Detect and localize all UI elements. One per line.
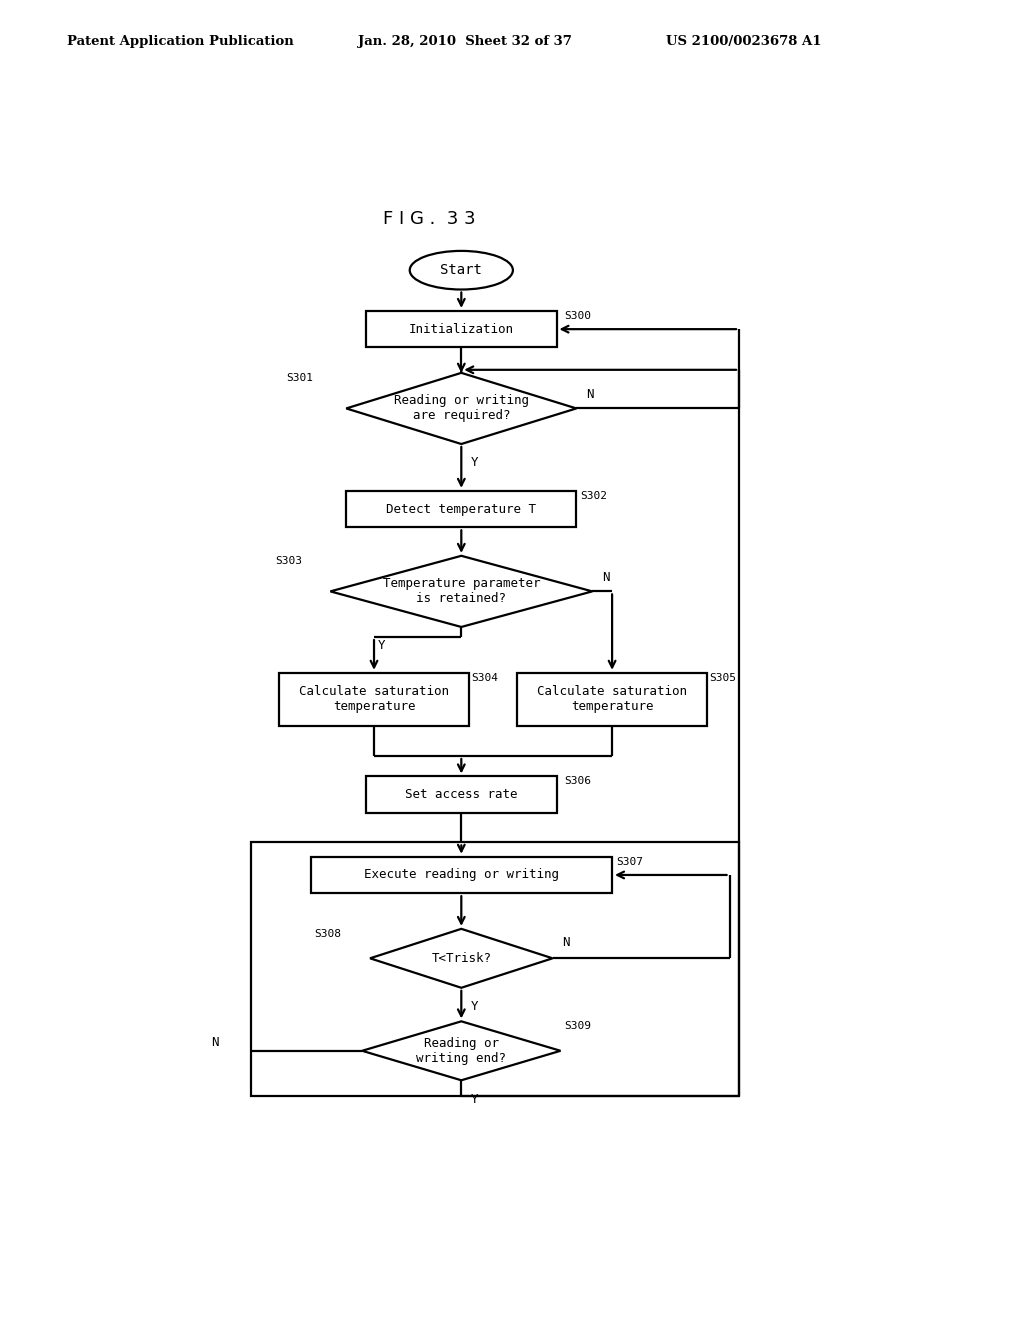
Text: Calculate saturation
temperature: Calculate saturation temperature — [299, 685, 449, 713]
Text: Patent Application Publication: Patent Application Publication — [67, 34, 293, 48]
Text: Y: Y — [471, 1001, 478, 1014]
Text: S305: S305 — [709, 673, 736, 682]
Text: Calculate saturation
temperature: Calculate saturation temperature — [538, 685, 687, 713]
Text: S302: S302 — [581, 491, 607, 500]
Text: US 2100/0023678 A1: US 2100/0023678 A1 — [666, 34, 821, 48]
Text: N: N — [562, 936, 569, 949]
Text: S301: S301 — [287, 372, 313, 383]
Text: N: N — [586, 388, 593, 401]
Text: S304: S304 — [471, 673, 498, 682]
Text: S300: S300 — [564, 312, 592, 321]
Text: S309: S309 — [564, 1022, 592, 1031]
Text: Initialization: Initialization — [409, 322, 514, 335]
Text: N: N — [602, 572, 609, 585]
Text: S306: S306 — [564, 776, 592, 787]
Text: Y: Y — [378, 639, 385, 652]
Text: S307: S307 — [616, 857, 643, 867]
Text: Start: Start — [440, 263, 482, 277]
Text: F I G .  3 3: F I G . 3 3 — [383, 210, 476, 228]
Text: Jan. 28, 2010  Sheet 32 of 37: Jan. 28, 2010 Sheet 32 of 37 — [358, 34, 572, 48]
Text: Execute reading or writing: Execute reading or writing — [364, 869, 559, 882]
Text: S303: S303 — [274, 556, 302, 566]
Text: Reading or
writing end?: Reading or writing end? — [417, 1036, 506, 1065]
Text: S308: S308 — [314, 929, 341, 939]
Text: Y: Y — [471, 457, 478, 470]
Text: Temperature parameter
is retained?: Temperature parameter is retained? — [383, 577, 540, 606]
Text: N: N — [211, 1036, 219, 1048]
Text: T<Trisk?: T<Trisk? — [431, 952, 492, 965]
Text: Detect temperature T: Detect temperature T — [386, 503, 537, 516]
Text: Set access rate: Set access rate — [406, 788, 517, 801]
Text: Reading or writing
are required?: Reading or writing are required? — [394, 395, 528, 422]
Text: Y: Y — [471, 1093, 478, 1106]
